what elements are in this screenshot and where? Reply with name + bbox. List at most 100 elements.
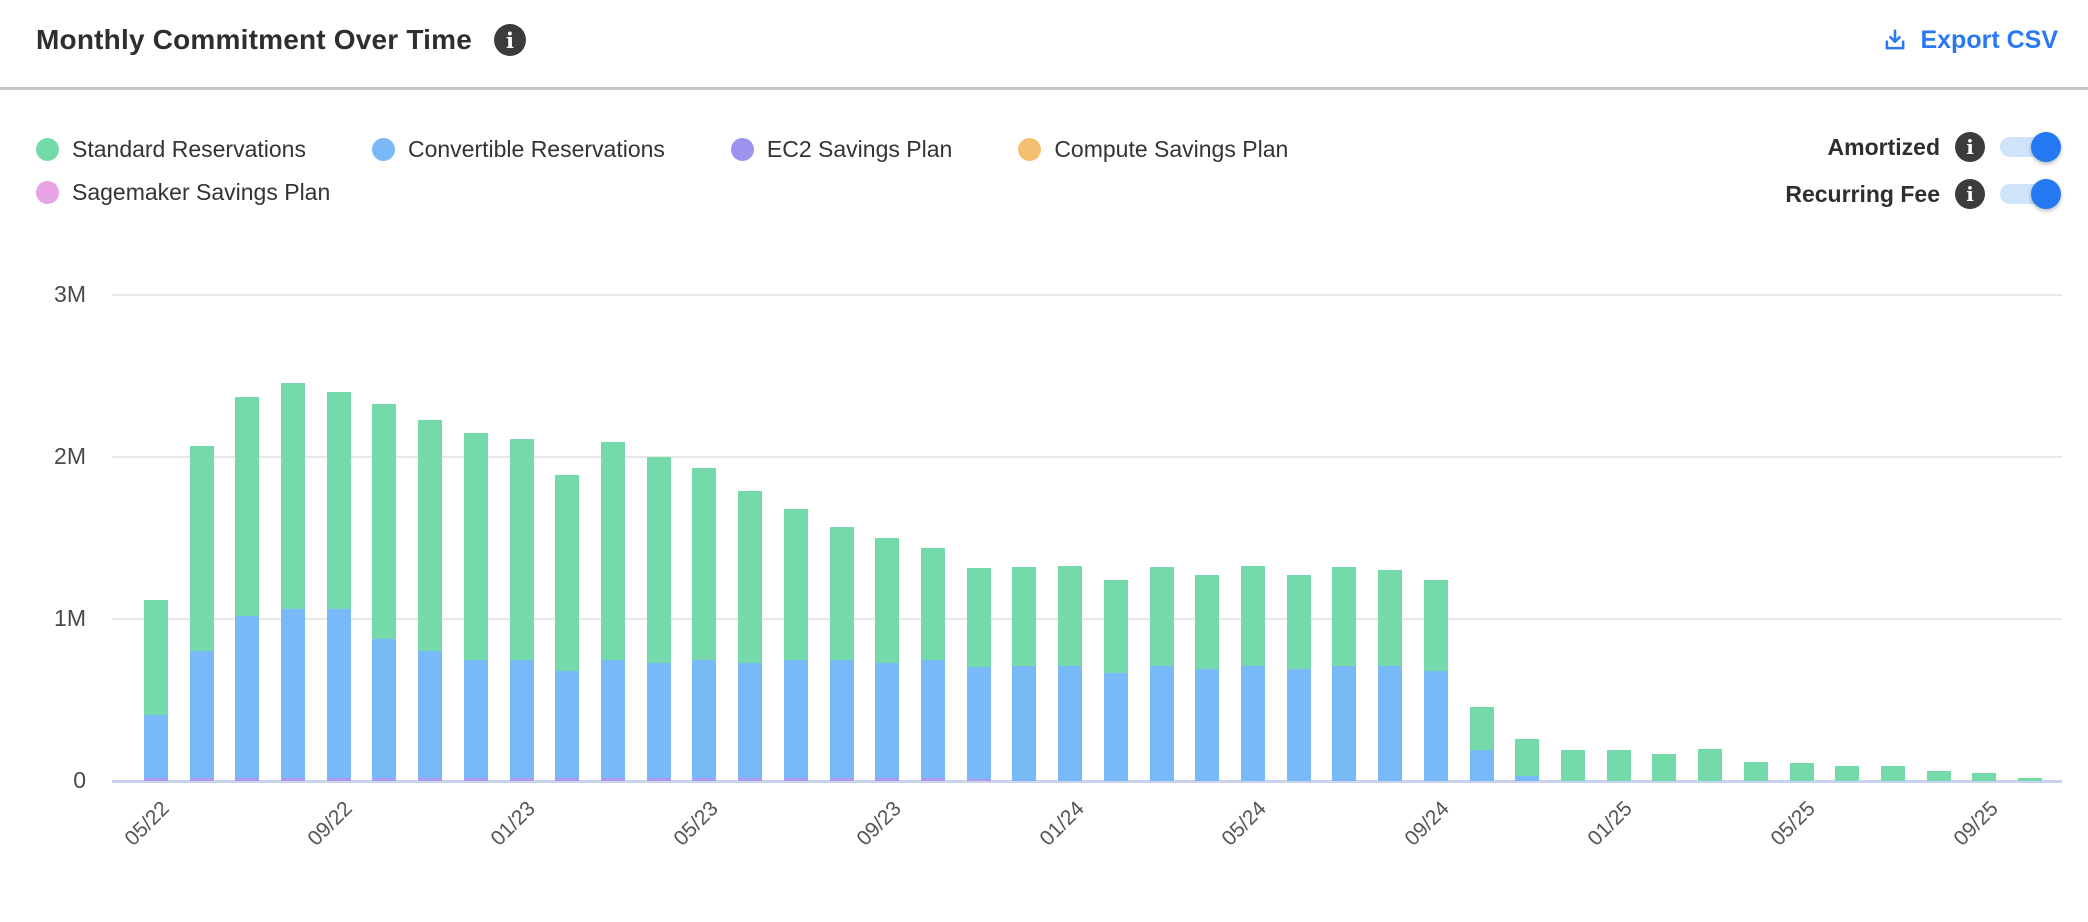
header-divider (0, 87, 2088, 90)
bar-segment-standard-reservations (738, 491, 763, 663)
x-tick-label-09-24: 09/24 (1400, 797, 1455, 851)
bar-07-24[interactable] (1332, 567, 1357, 781)
bar-07-22[interactable] (235, 397, 260, 781)
bar-08-22[interactable] (280, 382, 305, 781)
bar-10-24[interactable] (1469, 706, 1494, 781)
bar-segment-ec2-savings-plan (920, 777, 945, 781)
legend-item-compute-savings-plan[interactable]: Compute Savings Plan (1018, 136, 1288, 163)
bar-segment-convertible-reservations (1332, 666, 1357, 781)
y-tick-label-0: 0 (73, 767, 86, 793)
legend-item-ec2-savings-plan[interactable]: EC2 Savings Plan (730, 136, 952, 163)
bar-segment-convertible-reservations (738, 662, 763, 778)
bar-segment-convertible-reservations (692, 659, 717, 778)
bar-11-23[interactable] (966, 568, 991, 781)
bar-segment-convertible-reservations (235, 615, 260, 778)
bar-segment-ec2-savings-plan (692, 777, 717, 781)
bar-05-22[interactable] (143, 599, 168, 781)
bar-01-23[interactable] (509, 439, 534, 781)
bar-segment-standard-reservations (600, 442, 625, 660)
bar-segment-standard-reservations (1835, 766, 1860, 781)
bar-segment-convertible-reservations (783, 659, 808, 778)
y-tick-label-2m: 2M (54, 443, 86, 469)
bar-05-24[interactable] (1240, 565, 1265, 781)
toggle-knob (2031, 132, 2061, 162)
title-wrap: Monthly Commitment Over Time (36, 24, 527, 56)
bar-09-23[interactable] (875, 538, 900, 781)
bar-segment-ec2-savings-plan (509, 777, 534, 781)
bar-06-24[interactable] (1286, 575, 1311, 781)
bar-segment-standard-reservations (1103, 580, 1128, 673)
bar-segment-standard-reservations (692, 468, 717, 660)
legend-item-standard-reservations[interactable]: Standard Reservations (36, 136, 306, 163)
bar-02-24[interactable] (1103, 580, 1128, 781)
x-tick-label-01-24: 01/24 (1034, 797, 1089, 851)
legend-item-label: Sagemaker Savings Plan (72, 179, 331, 205)
bar-09-25[interactable] (1972, 772, 1997, 781)
bar-segment-convertible-reservations (920, 659, 945, 778)
recurring-fee-toggle[interactable] (2000, 179, 2061, 209)
amortized-toggle[interactable] (2000, 132, 2061, 162)
recurring-fee-info-icon[interactable] (1955, 179, 1985, 209)
bar-segment-ec2-savings-plan (463, 777, 488, 781)
bar-segment-convertible-reservations (326, 609, 351, 778)
bar-segment-standard-reservations (1743, 761, 1768, 781)
amortized-info-icon[interactable] (1955, 132, 1985, 162)
bar-segment-ec2-savings-plan (555, 777, 580, 781)
x-tick-label-01-25: 01/25 (1583, 797, 1637, 851)
legend-item-label: Compute Savings Plan (1054, 136, 1289, 162)
bar-segment-standard-reservations (1332, 567, 1357, 666)
bar-02-25[interactable] (1652, 753, 1677, 781)
bar-07-23[interactable] (783, 508, 808, 781)
bar-12-23[interactable] (1012, 567, 1037, 781)
bar-03-24[interactable] (1149, 567, 1174, 781)
bar-03-23[interactable] (600, 442, 625, 781)
legend-item-convertible-reservations[interactable]: Convertible Reservations (371, 136, 665, 163)
bar-06-22[interactable] (189, 445, 214, 781)
bar-04-24[interactable] (1195, 575, 1220, 781)
bar-segment-standard-reservations (1240, 565, 1265, 666)
bar-segment-convertible-reservations (1240, 666, 1265, 781)
bar-segment-standard-reservations (783, 508, 808, 660)
bar-10-25[interactable] (2018, 777, 2043, 781)
export-csv-button[interactable]: Export CSV (1882, 26, 2058, 55)
legend-dot-icon (371, 138, 395, 161)
bar-04-23[interactable] (646, 457, 671, 781)
bar-08-23[interactable] (829, 526, 854, 781)
bar-10-22[interactable] (372, 403, 397, 781)
bar-05-25[interactable] (1789, 763, 1814, 781)
legend-item-sagemaker-savings-plan[interactable]: Sagemaker Savings Plan (36, 179, 330, 206)
bar-09-22[interactable] (326, 392, 351, 781)
bar-10-23[interactable] (920, 547, 945, 781)
bar-09-24[interactable] (1423, 580, 1448, 781)
bar-06-23[interactable] (738, 491, 763, 781)
bar-02-23[interactable] (555, 474, 580, 781)
bar-06-25[interactable] (1835, 766, 1860, 781)
title-info-icon[interactable] (494, 24, 527, 56)
bar-08-25[interactable] (1926, 771, 1951, 781)
bar-05-23[interactable] (692, 468, 717, 781)
bar-07-25[interactable] (1880, 766, 1905, 781)
bar-03-25[interactable] (1698, 748, 1723, 781)
bar-12-22[interactable] (463, 432, 488, 781)
bar-segment-standard-reservations (555, 474, 580, 671)
bar-01-25[interactable] (1606, 750, 1631, 781)
bar-11-24[interactable] (1515, 738, 1540, 781)
bar-04-25[interactable] (1743, 761, 1768, 781)
bar-segment-ec2-savings-plan (600, 777, 625, 781)
x-tick-label-05-24: 05/24 (1217, 797, 1272, 851)
bar-01-24[interactable] (1058, 565, 1083, 781)
bar-segment-convertible-reservations (966, 667, 991, 779)
gridline-1m (112, 618, 2062, 620)
bar-segment-ec2-savings-plan (235, 777, 260, 781)
bar-12-24[interactable] (1560, 750, 1585, 781)
bar-segment-standard-reservations (1515, 738, 1540, 777)
bar-11-22[interactable] (418, 419, 443, 781)
bar-segment-ec2-savings-plan (829, 777, 854, 781)
legend-item-label: Standard Reservations (72, 136, 306, 162)
x-tick-label-05-23: 05/23 (669, 797, 723, 851)
bar-08-24[interactable] (1378, 570, 1403, 781)
bar-segment-standard-reservations (1652, 753, 1677, 781)
legend-dot-icon (36, 181, 59, 204)
bar-segment-convertible-reservations (1012, 666, 1037, 781)
